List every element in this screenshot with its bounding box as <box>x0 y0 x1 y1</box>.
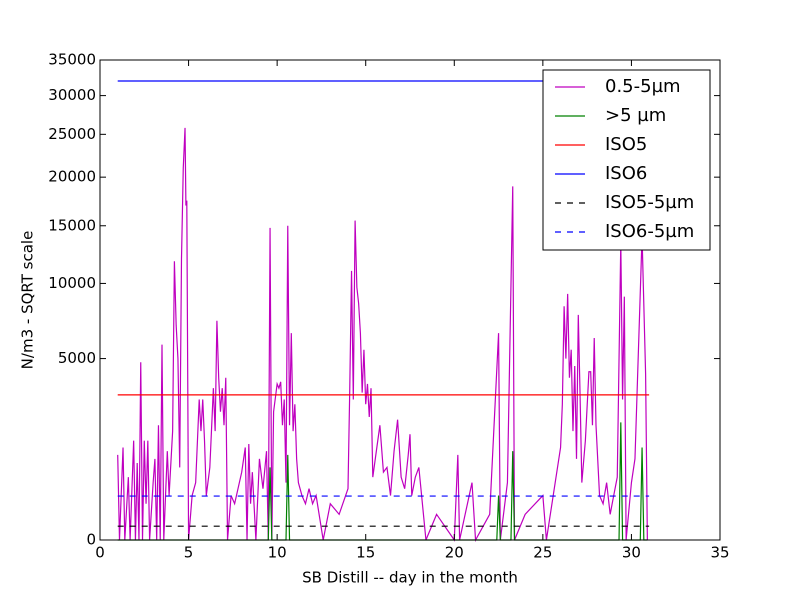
y-tick-label: 10000 <box>48 274 96 292</box>
y-tick-label: 25000 <box>48 125 96 143</box>
x-tick-label: 10 <box>268 544 287 562</box>
legend-label: ISO6-5µm <box>605 221 694 242</box>
y-tick-label: 5000 <box>58 349 96 367</box>
legend-box <box>542 69 711 251</box>
x-tick-label: 20 <box>445 544 464 562</box>
x-tick-label: 25 <box>533 544 552 562</box>
legend: 0.5-5µm >5 µm ISO5 ISO6 ISO5-5µm ISO6-5µm <box>542 69 711 251</box>
x-tick-label: 35 <box>710 544 729 562</box>
x-axis-label: SB Distill -- day in the month <box>302 569 518 587</box>
x-tick-label: 30 <box>622 544 641 562</box>
y-tick-label: 30000 <box>48 86 96 104</box>
x-tick-label: 5 <box>184 544 194 562</box>
x-tick-label: 15 <box>356 544 375 562</box>
y-tick-label: 35000 <box>48 51 96 69</box>
legend-label: 0.5-5µm <box>605 76 681 97</box>
legend-label: ISO6 <box>605 163 647 184</box>
x-tick-label: 0 <box>95 544 105 562</box>
legend-label: ISO5-5µm <box>605 192 694 213</box>
y-tick-label: 20000 <box>48 168 96 186</box>
legend-label: >5 µm <box>605 105 666 126</box>
y-tick-label: 0 <box>86 531 96 549</box>
y-axis-label: N/m3 - SQRT scale <box>19 231 37 370</box>
y-tick-label: 15000 <box>48 216 96 234</box>
legend-label: ISO5 <box>605 134 647 155</box>
plot-frame <box>99 59 721 541</box>
